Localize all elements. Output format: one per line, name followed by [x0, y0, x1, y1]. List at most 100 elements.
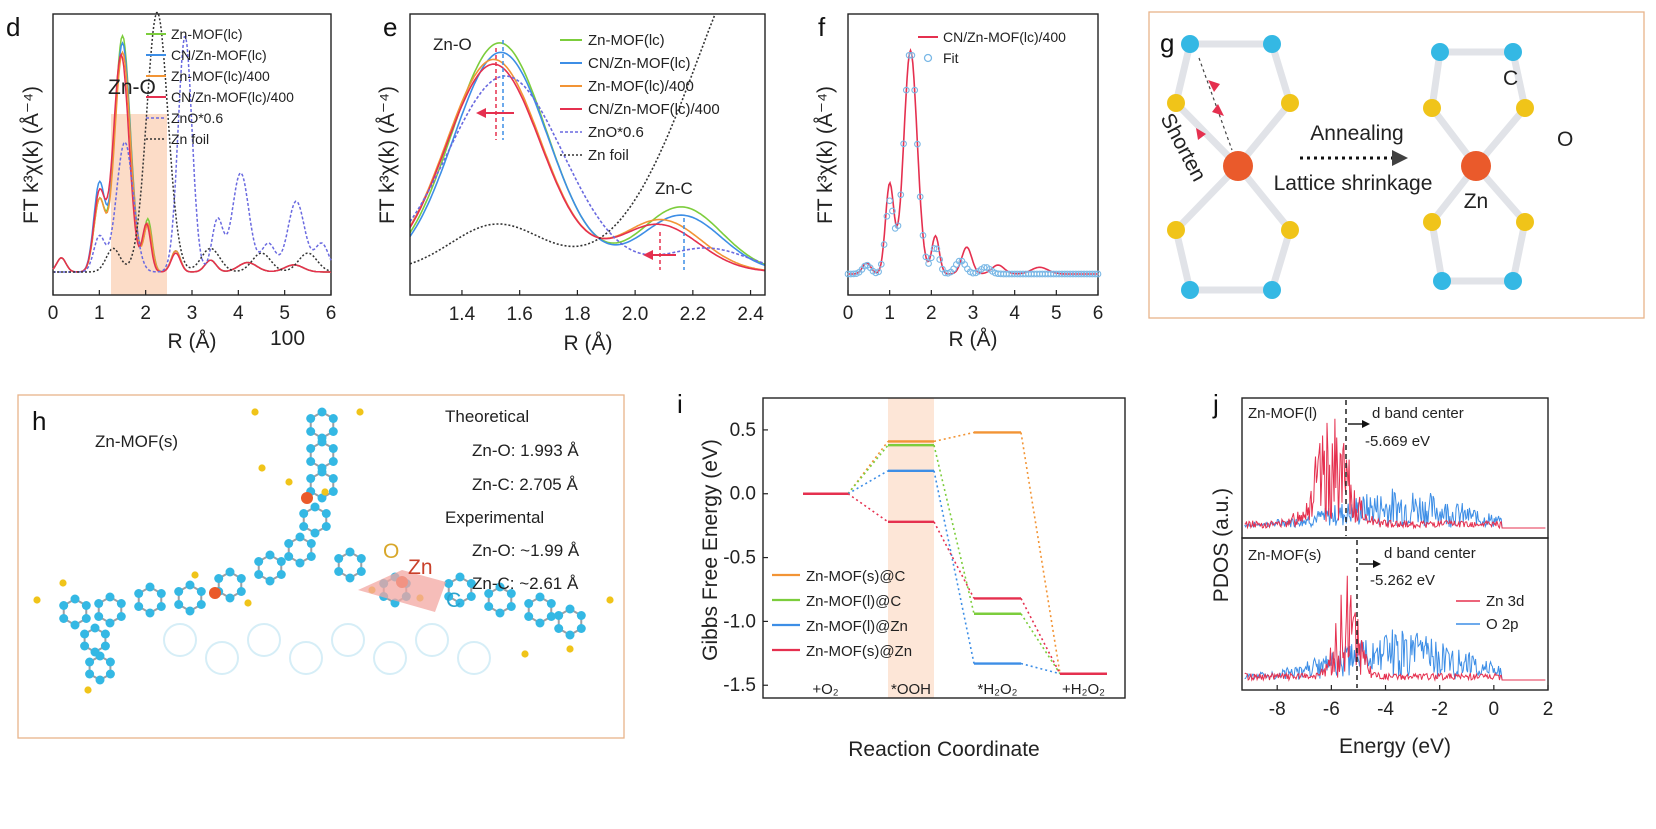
- o-atom: [84, 686, 92, 694]
- panel-h-frame: [17, 394, 625, 739]
- right-ring-3-atom: [484, 589, 494, 598]
- left-ring-2-atom: [174, 600, 184, 609]
- panel-g: g: [1148, 11, 1645, 319]
- o-atom: [1516, 99, 1534, 117]
- zn-atom: [1223, 151, 1253, 181]
- right-ring-0-atom: [356, 567, 366, 576]
- shorten-arrow-down-2: [1196, 128, 1206, 140]
- right-ring-5-atom: [576, 624, 586, 633]
- shorten-arrow-up: [1208, 80, 1220, 92]
- top-ring-1-atom: [328, 444, 338, 453]
- left-ring-3-atom: [145, 608, 155, 618]
- legend-label: CN/Zn-MOF(lc)/400: [943, 29, 1066, 45]
- panel-f-fit-point: [914, 140, 921, 148]
- right-ring-2-atom: [466, 592, 476, 601]
- right-ring-3-atom: [495, 608, 505, 618]
- left-ring-1-atom: [225, 593, 235, 603]
- left-ring-5-atom: [59, 601, 69, 610]
- zn-label: Zn: [1464, 190, 1489, 213]
- o-atom: [321, 488, 329, 496]
- top-ring-3-atom: [321, 509, 331, 518]
- theoretical-heading: Theoretical: [445, 407, 529, 426]
- legend-label: Zn-MOF(lc): [588, 32, 665, 49]
- left-ring-2-atom: [196, 600, 206, 609]
- left-ring-0-atom: [265, 576, 275, 586]
- o-atom: [566, 645, 574, 653]
- tail-ring-0-atom: [90, 623, 100, 633]
- panel-f-tick-label: 1: [884, 303, 895, 324]
- top-ring-0-atom: [328, 427, 338, 436]
- panel-f-tick-label: 5: [1051, 303, 1062, 324]
- left-ring-4-atom: [94, 599, 104, 608]
- top-ring-3-atom: [310, 502, 320, 512]
- top-ring-4-atom: [284, 539, 294, 548]
- left-ring-2-atom: [196, 587, 206, 596]
- panel-f-fit-point: [927, 254, 935, 262]
- left-ring-4-atom: [94, 612, 104, 621]
- background-ring: [373, 641, 407, 675]
- panel-d-x-ticks: 0 1 2 3 4 5 6: [48, 290, 336, 324]
- top-ring-1-atom: [306, 444, 316, 453]
- panel-f-fit-point: [933, 245, 941, 253]
- left-ring-4-atom: [116, 612, 126, 621]
- zn-label: Zn: [408, 556, 433, 579]
- legend-label: Zn-MOF(l)@C: [806, 593, 901, 610]
- o-atom: [251, 408, 259, 416]
- panel-d-annot-zno: Zn-O: [108, 76, 156, 99]
- top-ring-1-atom: [317, 437, 327, 447]
- panel-g-letter: g: [1160, 28, 1174, 58]
- panel-f-tick-label: 3: [968, 303, 979, 324]
- o-atom: [606, 596, 614, 604]
- panel-i-connector-1: [933, 445, 975, 614]
- right-ring-3-atom: [506, 602, 516, 611]
- panel-i-connector-2: [847, 470, 889, 495]
- legend-label: Zn-MOF(lc)/400: [171, 68, 270, 84]
- tail-ring-0-atom: [80, 629, 90, 639]
- panel-f-fit-point: [875, 268, 882, 276]
- panel-i-tick-label: 0.5: [730, 420, 756, 441]
- right-ring-0-atom: [345, 547, 355, 557]
- panel-f-legend: CN/Zn-MOF(lc)/400 Fit: [918, 29, 1066, 66]
- legend-label: CN/Zn-MOF(lc): [171, 47, 267, 63]
- c-atom: [1504, 43, 1522, 61]
- molecule-structure: [33, 407, 614, 694]
- left-ring-4-atom: [105, 592, 115, 602]
- right-ring-2-atom: [455, 572, 465, 582]
- legend-marker: [923, 53, 933, 63]
- top-ring-2-atom: [328, 474, 338, 483]
- panel-e-tick-label: 1.6: [506, 304, 532, 325]
- panel-f-fit-point: [916, 193, 924, 201]
- panel-d-tick-label: 0: [48, 303, 59, 324]
- background-ring: [205, 641, 239, 675]
- o-atom: [191, 571, 199, 579]
- background-ring: [289, 641, 323, 675]
- c-label: C: [446, 589, 461, 612]
- right-ring-0-atom: [334, 567, 344, 576]
- panel-j-tick-label: -2: [1431, 699, 1448, 720]
- bottom-o2p-curve: [1244, 629, 1546, 681]
- o-atom: [1423, 213, 1441, 231]
- left-ring-3-atom: [145, 582, 155, 592]
- panel-f-fit-point: [900, 140, 907, 148]
- o-atom: [1167, 221, 1185, 239]
- panel-j-tick-label: -6: [1323, 699, 1340, 720]
- annealing-arrowhead: [1392, 150, 1408, 166]
- top-ring-4-atom: [295, 558, 305, 568]
- panel-f-fit-point: [877, 260, 885, 268]
- bottom-zn3d-curve: [1244, 575, 1546, 682]
- tail-ring-1-atom: [105, 669, 115, 679]
- panel-f-fit-point: [1091, 270, 1099, 278]
- panel-i-connector-0: [847, 440, 889, 495]
- panel-e-annot-zno: Zn-O: [433, 35, 472, 54]
- left-ring-0-atom: [254, 570, 264, 579]
- c-atom: [1181, 281, 1199, 299]
- left-ring-4-atom: [105, 618, 115, 628]
- panel-f-tick-label: 2: [926, 303, 937, 324]
- panel-i-legend: Zn-MOF(s)@C Zn-MOF(l)@C Zn-MOF(l)@Zn Zn-…: [772, 568, 912, 660]
- panel-h: h Zn-MOF(s) O Zn C Theoretical Zn-O: 1.9…: [17, 394, 625, 739]
- top-arrowhead: [1362, 420, 1370, 428]
- panel-d-series-5: [53, 11, 332, 273]
- tail-ring-1-atom: [85, 669, 95, 679]
- panel-j-tick-label: -4: [1377, 699, 1394, 720]
- legend-label: Zn foil: [588, 147, 629, 164]
